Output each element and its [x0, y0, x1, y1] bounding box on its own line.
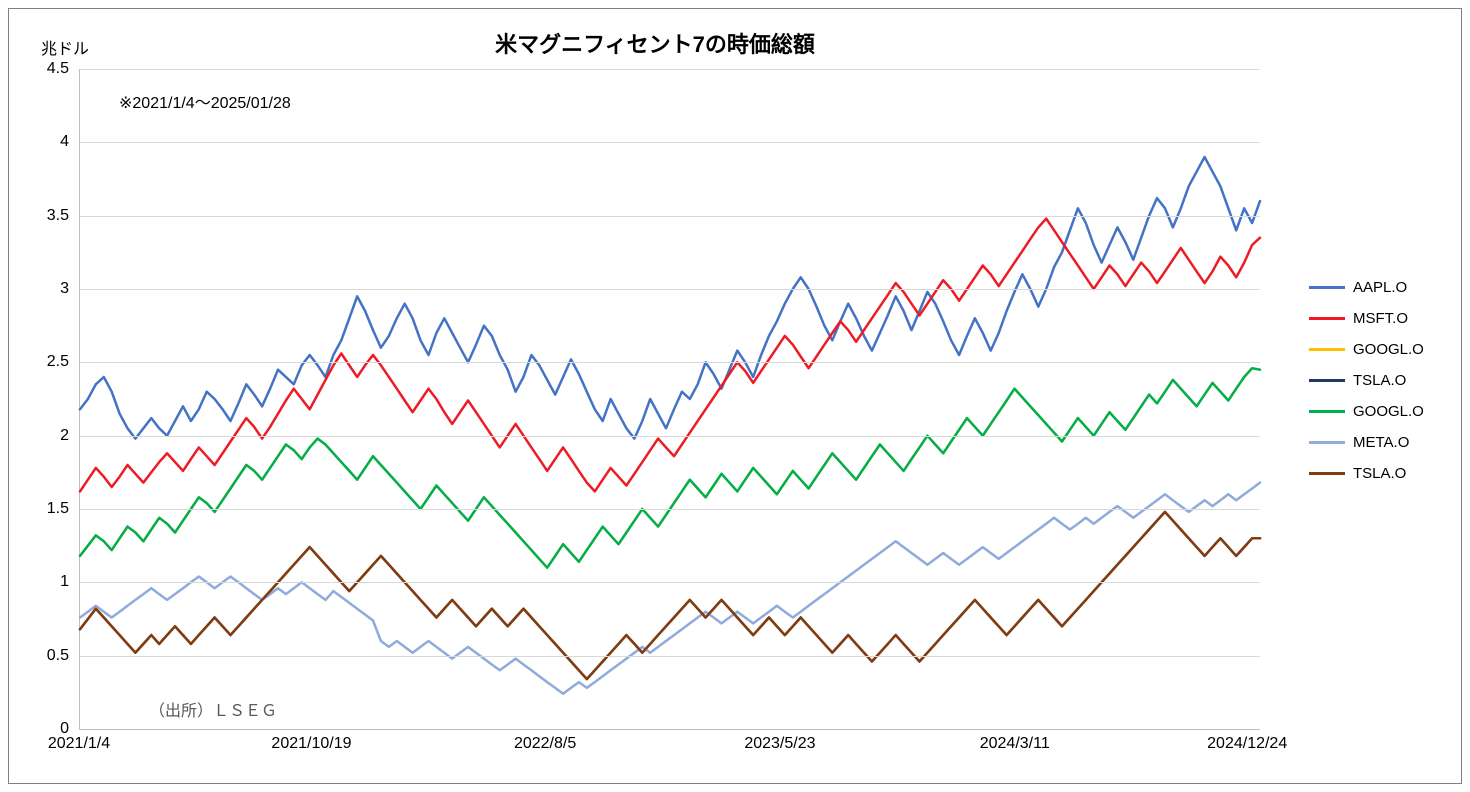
- y-tick-label: 0.5: [19, 647, 69, 665]
- x-tick-label: 2024/3/11: [980, 735, 1050, 753]
- legend-label: GOOGL.O: [1353, 403, 1424, 420]
- legend-swatch: [1309, 317, 1345, 320]
- series-line-aapl-o: [80, 157, 1260, 439]
- legend-label: TSLA.O: [1353, 372, 1406, 389]
- gridline: [80, 69, 1260, 70]
- legend-swatch: [1309, 472, 1345, 475]
- y-tick-label: 4: [19, 133, 69, 151]
- gridline: [80, 582, 1260, 583]
- y-tick-label: 2: [19, 427, 69, 445]
- y-tick-label: 4.5: [19, 60, 69, 78]
- y-tick-label: 2.5: [19, 353, 69, 371]
- gridline: [80, 362, 1260, 363]
- legend-label: META.O: [1353, 434, 1409, 451]
- legend-label: AAPL.O: [1353, 279, 1407, 296]
- x-tick-label: 2024/12/24: [1207, 735, 1287, 753]
- legend-item: TSLA.O: [1309, 465, 1439, 482]
- legend-item: AAPL.O: [1309, 279, 1439, 296]
- x-tick-label: 2023/5/23: [744, 735, 815, 753]
- chart-title: 米マグニフィセント7の時価総額: [9, 27, 1301, 59]
- series-line-meta-o: [80, 483, 1260, 694]
- legend-item: TSLA.O: [1309, 372, 1439, 389]
- gridline: [80, 436, 1260, 437]
- plot-area: [79, 69, 1260, 730]
- legend-item: GOOGL.O: [1309, 403, 1439, 420]
- legend-swatch: [1309, 441, 1345, 444]
- legend-item: MSFT.O: [1309, 310, 1439, 327]
- legend-label: GOOGL.O: [1353, 341, 1424, 358]
- chart-frame: 米マグニフィセント7の時価総額 兆ドル ※2021/1/4～2025/01/28…: [8, 8, 1462, 784]
- legend-item: META.O: [1309, 434, 1439, 451]
- x-tick-label: 2021/1/4: [48, 735, 110, 753]
- gridline: [80, 216, 1260, 217]
- x-tick-label: 2021/10/19: [271, 735, 351, 753]
- y-axis-unit-label: 兆ドル: [41, 35, 89, 59]
- legend-label: MSFT.O: [1353, 310, 1408, 327]
- series-line-msft-o: [80, 219, 1260, 492]
- legend-item: GOOGL.O: [1309, 341, 1439, 358]
- line-chart-svg: [80, 69, 1260, 729]
- gridline: [80, 289, 1260, 290]
- y-tick-label: 3.5: [19, 207, 69, 225]
- legend-swatch: [1309, 410, 1345, 413]
- legend-swatch: [1309, 379, 1345, 382]
- gridline: [80, 142, 1260, 143]
- gridline: [80, 656, 1260, 657]
- legend-swatch: [1309, 348, 1345, 351]
- y-tick-label: 1: [19, 573, 69, 591]
- y-tick-label: 1.5: [19, 500, 69, 518]
- legend: AAPL.O MSFT.O GOOGL.O TSLA.O GOOGL.O META.O TS…: [1309, 279, 1439, 496]
- gridline: [80, 509, 1260, 510]
- y-tick-label: 3: [19, 280, 69, 298]
- legend-swatch: [1309, 286, 1345, 289]
- legend-label: TSLA.O: [1353, 465, 1406, 482]
- x-tick-label: 2022/8/5: [514, 735, 576, 753]
